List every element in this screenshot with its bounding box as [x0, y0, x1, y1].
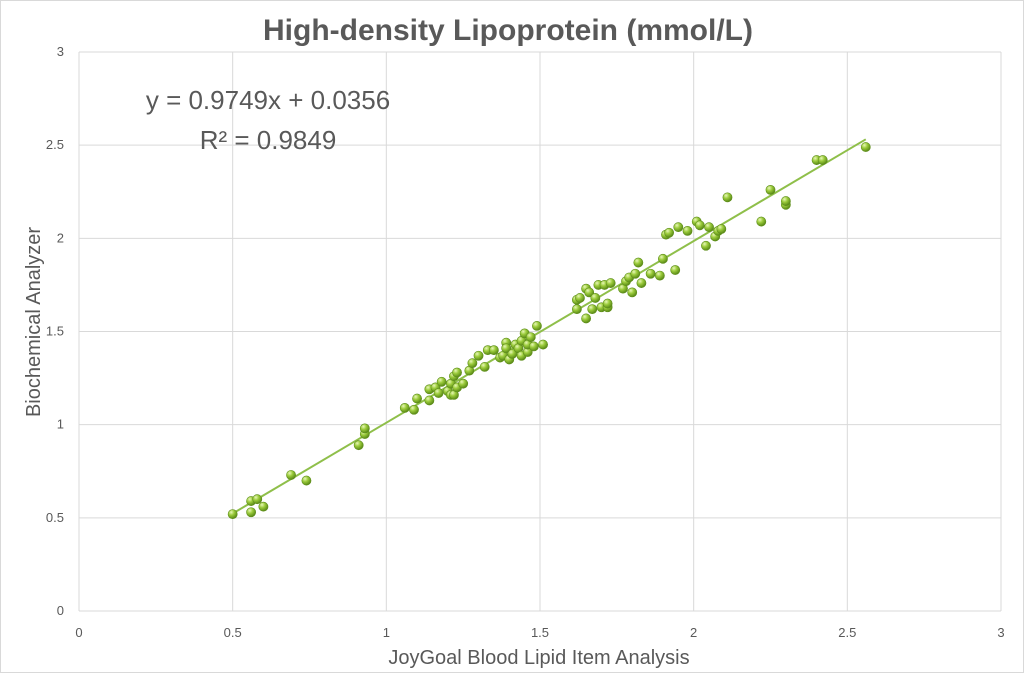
data-point — [436, 376, 447, 387]
data-point — [525, 332, 536, 342]
data-point — [722, 192, 733, 203]
data-point — [258, 501, 269, 512]
y-tick-label: 3 — [57, 44, 64, 59]
trendline-equation: y = 0.9749x + 0.0356 — [146, 85, 390, 115]
data-point — [246, 507, 257, 518]
data-point — [532, 321, 542, 331]
data-point — [716, 224, 727, 234]
data-point — [286, 470, 296, 480]
data-point — [359, 423, 370, 434]
data-point — [424, 395, 435, 406]
data-point — [252, 494, 263, 505]
data-point — [860, 142, 871, 152]
data-point — [670, 265, 681, 275]
data-point — [301, 475, 312, 486]
y-tick-label: 1.5 — [46, 324, 64, 339]
data-point — [590, 293, 601, 303]
data-point — [587, 304, 598, 315]
data-point — [353, 440, 364, 451]
data-point — [538, 339, 548, 350]
data-point — [467, 358, 478, 369]
data-point — [571, 304, 582, 315]
data-point — [227, 509, 238, 520]
data-point — [636, 278, 647, 288]
data-point — [817, 155, 828, 165]
trendline-layer — [232, 138, 867, 515]
data-point — [630, 268, 641, 279]
x-tick-label: 1.5 — [531, 625, 549, 640]
y-axis-label: Biochemical Analyzer — [23, 227, 45, 417]
data-point — [412, 393, 422, 404]
x-tick-label: 3 — [997, 625, 1004, 640]
trendline-r2: R² = 0.9849 — [200, 125, 337, 155]
data-point — [488, 345, 499, 356]
data-point — [507, 348, 518, 359]
x-tick-label: 1 — [383, 625, 390, 640]
data-point — [756, 216, 767, 227]
data-point — [682, 225, 693, 236]
data-point — [701, 240, 711, 251]
data-point — [458, 378, 469, 389]
x-tick-label: 2 — [690, 625, 697, 640]
x-tick-label: 0 — [75, 625, 82, 640]
y-tick-label: 0.5 — [46, 510, 64, 525]
data-point — [528, 341, 539, 352]
data-points — [227, 142, 871, 520]
data-point — [479, 362, 490, 372]
data-point — [664, 227, 674, 238]
data-point — [694, 220, 705, 231]
data-point — [575, 293, 585, 303]
data-point — [633, 257, 644, 268]
data-point — [584, 287, 595, 298]
data-point — [780, 196, 791, 206]
x-tick-label: 2.5 — [838, 625, 856, 640]
data-point — [605, 278, 616, 288]
data-point — [627, 287, 638, 298]
data-point — [409, 404, 419, 415]
data-point — [473, 350, 484, 361]
data-point — [399, 402, 410, 413]
y-tick-label: 2 — [57, 230, 64, 245]
chart-title: High-density Lipoprotein (mmol/L) — [263, 14, 753, 47]
data-point — [433, 388, 444, 398]
data-point — [654, 270, 665, 281]
data-point — [658, 253, 668, 264]
y-tick-label: 0 — [57, 603, 64, 618]
data-point — [452, 367, 462, 378]
trendline — [232, 138, 867, 515]
y-tick-label: 1 — [57, 417, 64, 432]
tick-labels: 0 0.5 1 1.5 2 2.5 3 0 0.5 1 1.5 2 2.5 3 — [46, 44, 1005, 640]
x-axis-label: JoyGoal Blood Lipid Item Analysis — [388, 647, 689, 669]
data-point — [704, 222, 714, 233]
data-point — [581, 313, 591, 324]
data-point — [501, 343, 512, 354]
data-point — [673, 222, 684, 233]
data-point — [765, 184, 776, 195]
x-tick-label: 0.5 — [224, 625, 242, 640]
y-tick-label: 2.5 — [46, 137, 64, 152]
data-point — [602, 298, 613, 309]
data-point — [645, 268, 656, 279]
